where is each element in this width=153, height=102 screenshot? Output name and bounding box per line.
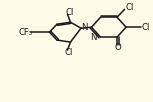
Text: Cl: Cl bbox=[141, 23, 149, 32]
Text: O: O bbox=[114, 43, 121, 52]
Text: Cl: Cl bbox=[126, 3, 134, 12]
Text: N: N bbox=[90, 33, 97, 42]
Text: Cl: Cl bbox=[65, 8, 74, 17]
Text: CF₃: CF₃ bbox=[18, 28, 32, 37]
Text: N: N bbox=[81, 23, 88, 32]
Text: Cl: Cl bbox=[65, 48, 73, 57]
